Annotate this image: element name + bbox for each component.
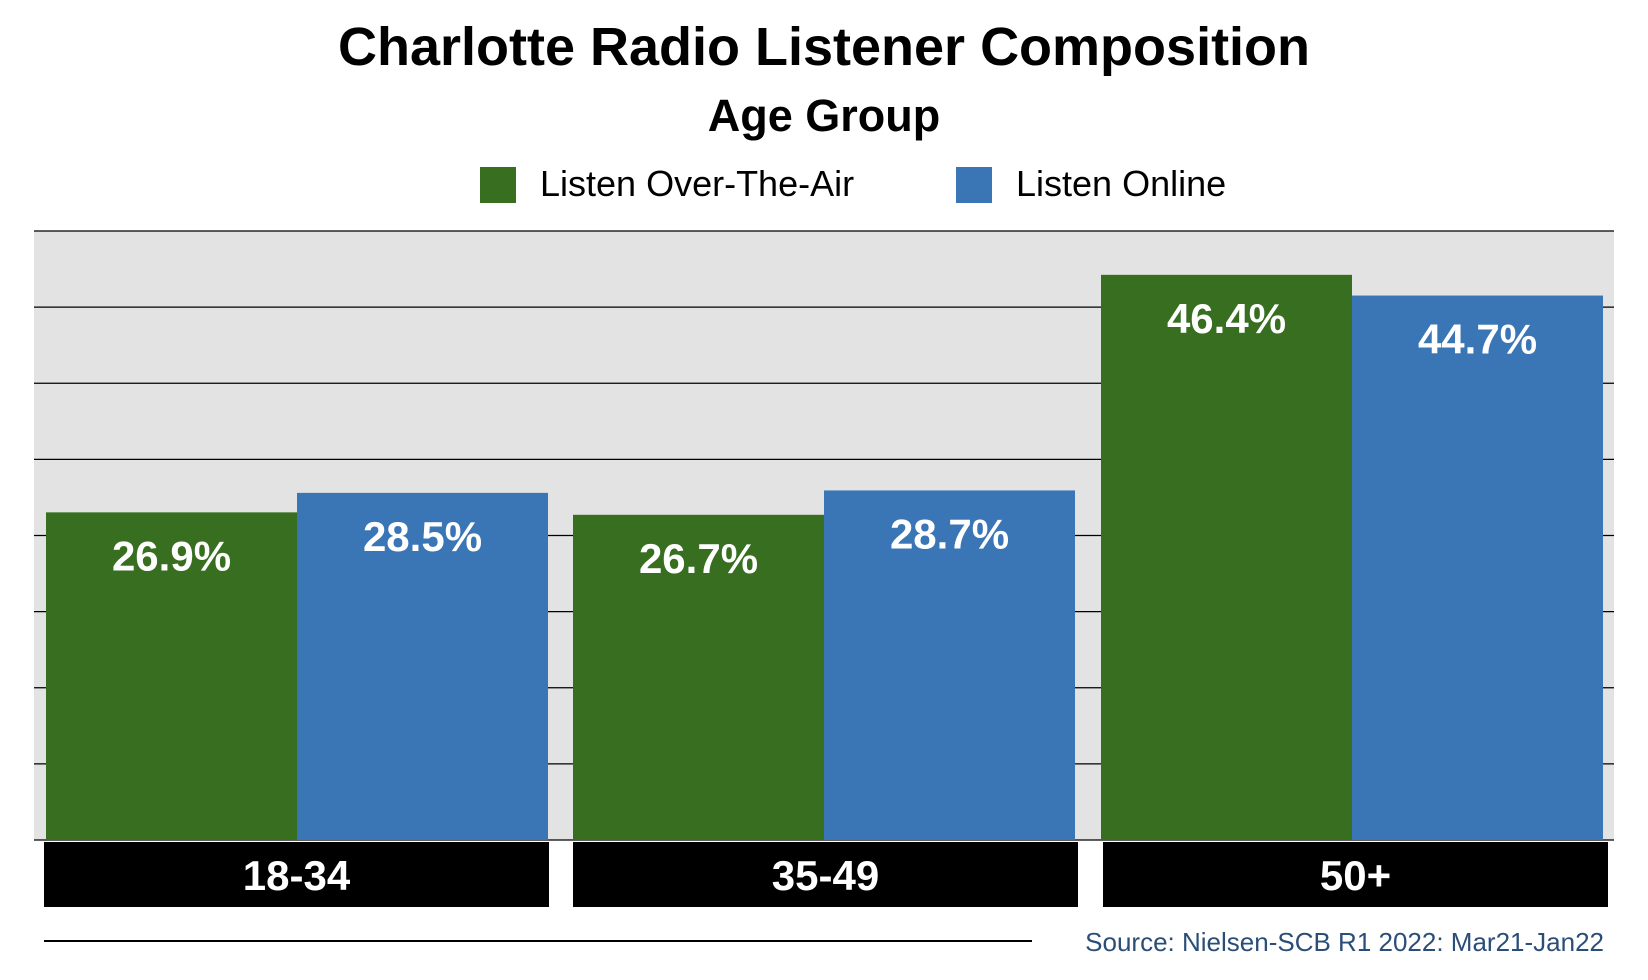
data-label: 26.9% [112,532,231,579]
bar-online-35-49 [824,490,1075,840]
category-label-box [44,842,549,907]
data-label: 28.5% [363,513,482,560]
legend-swatch-over-the-air [480,167,516,203]
bar-online-50+ [1352,295,1603,841]
category-label: 18-34 [243,852,351,899]
category-label: 50+ [1320,852,1391,899]
data-label: 26.7% [639,535,758,582]
category-label-box [573,842,1078,907]
bar-over-the-air-50+ [1101,274,1352,840]
category-label-box [1103,842,1608,907]
bar-over-the-air-35-49 [573,514,824,840]
source-divider [44,940,1032,942]
bar-online-18-34 [297,492,548,840]
data-label: 46.4% [1167,295,1286,342]
data-label: 44.7% [1418,316,1537,363]
category-label: 35-49 [772,852,879,899]
legend-label-over-the-air: Listen Over-The-Air [540,163,855,204]
legend: Listen Over-The-Air Listen Online [0,160,1648,208]
plot-area: 26.9% 28.5% 26.7% 28.7% 46.4% 44.7% 18-34 35-49… [34,230,1614,907]
source-note: Source: Nielsen-SCB R1 2022: Mar21-Jan22 [1085,927,1604,957]
bar-over-the-air-18-34 [46,512,297,840]
data-label: 28.7% [890,510,1009,557]
chart-title: Charlotte Radio Listener Composition [337,17,1311,77]
legend-label-online: Listen Online [1016,163,1227,204]
chart-subtitle: Age Group [707,90,941,141]
legend-swatch-online [956,167,992,203]
